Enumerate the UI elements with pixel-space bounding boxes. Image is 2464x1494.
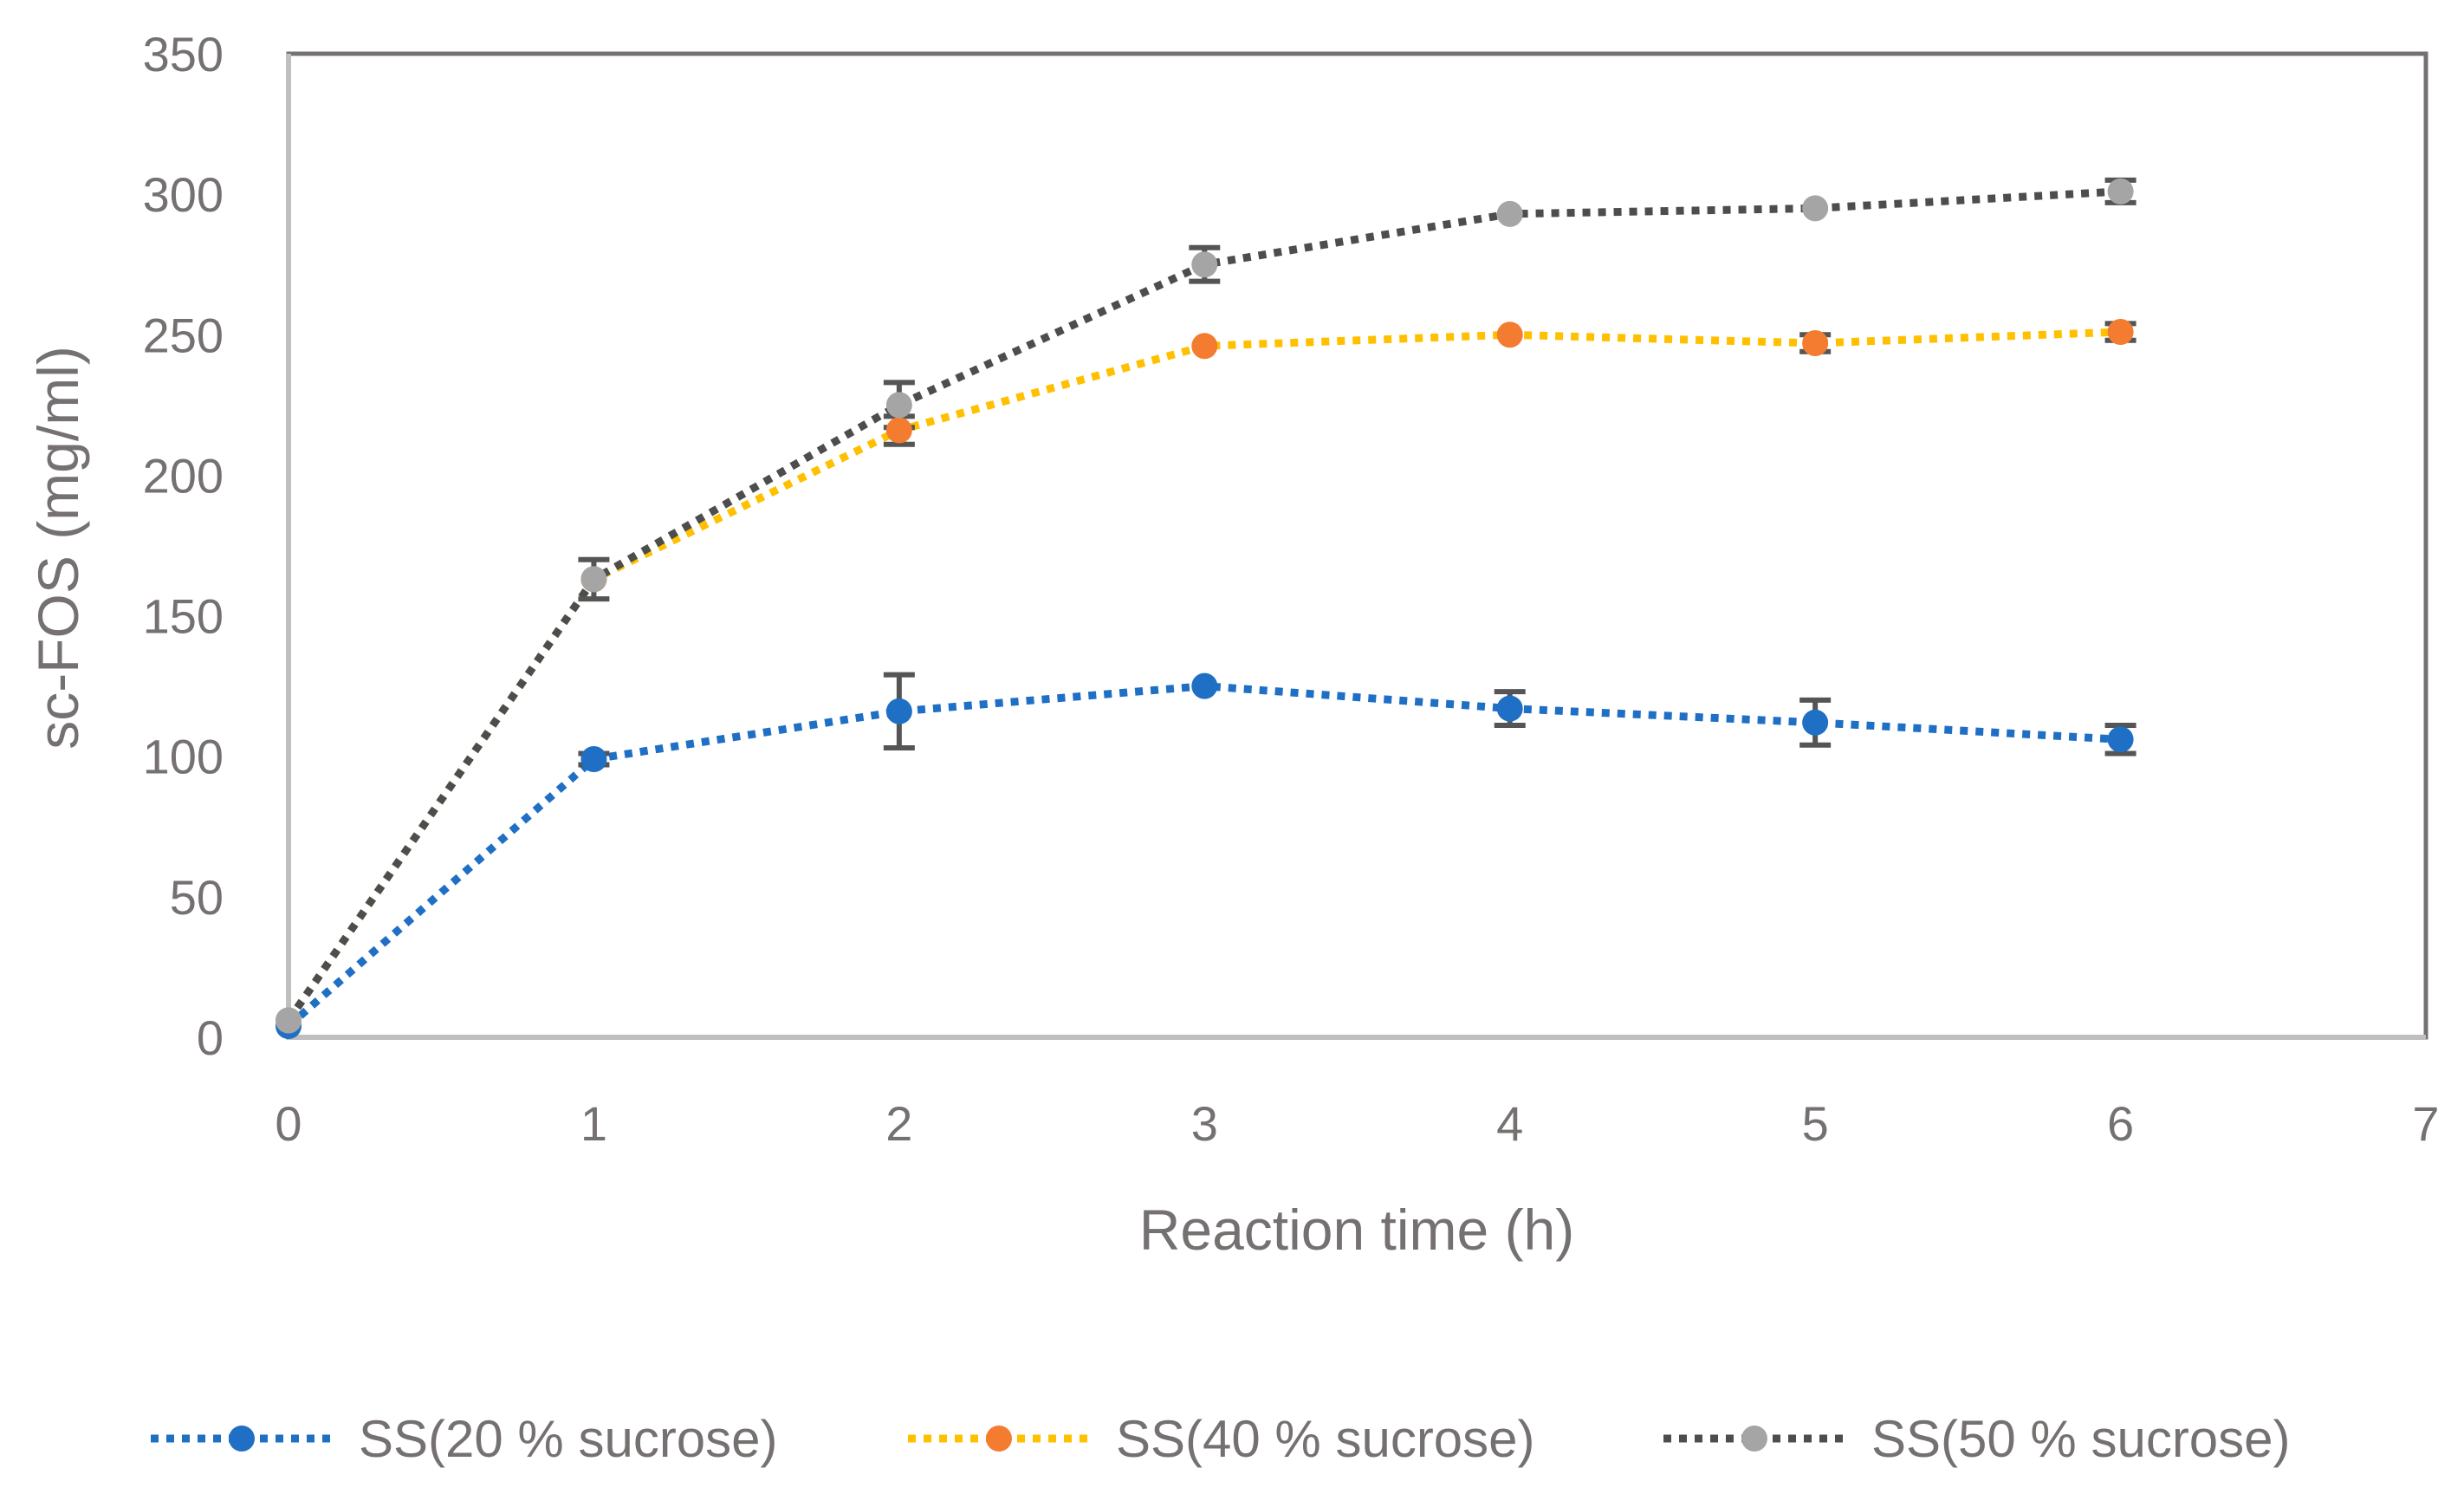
y-tick-labels: 0 50 100 150 200 250 300 350 [143,27,224,1065]
data-point [1496,200,1523,227]
x-tick-label: 5 [1802,1096,1829,1151]
legend-entry: SS(50 % sucrose) [1663,1410,2291,1468]
y-tick-label: 300 [143,167,224,222]
data-point [2107,319,2134,346]
legend-marker [1741,1426,1767,1452]
data-point [1802,709,1829,736]
x-tick-label: 4 [1496,1096,1523,1151]
data-point [580,566,607,593]
y-tick-label: 200 [143,448,224,503]
data-point [1496,322,1523,348]
legend-entry: SS(20 % sucrose) [151,1410,778,1468]
data-point [1802,195,1829,222]
plot-area [286,51,2428,1040]
x-tick-label: 2 [885,1096,912,1151]
x-tick-label: 6 [2107,1096,2134,1151]
x-tick-label: 0 [275,1096,302,1151]
legend: SS(20 % sucrose) SS(40 % sucrose) SS(50 % … [151,1410,2291,1468]
x-tick-label: 1 [580,1096,607,1151]
y-tick-label: 250 [143,308,224,362]
legend-marker [986,1426,1012,1452]
data-point [1496,695,1523,722]
y-tick-label: 150 [143,589,224,644]
data-point [885,392,912,419]
data-point [1802,330,1829,357]
y-tick-label: 50 [170,870,224,925]
x-axis-title: Reaction time (h) [1139,1198,1575,1262]
data-point [580,745,607,772]
data-point [2107,178,2134,205]
x-tick-label: 3 [1191,1096,1218,1151]
legend-label: SS(40 % sucrose) [1116,1410,1535,1468]
data-point [885,417,912,444]
data-point [2107,726,2134,753]
data-point [1191,672,1218,699]
data-point [1191,251,1218,278]
x-tick-labels: 0 1 2 3 4 5 6 7 [275,1096,2439,1151]
legend-label: SS(20 % sucrose) [359,1410,778,1468]
data-point [1191,333,1218,360]
legend-entry: SS(40 % sucrose) [908,1410,1535,1468]
y-axis-title: sc-FOS (mg/ml) [26,346,90,750]
y-tick-label: 100 [143,730,224,784]
markers [276,178,2134,1040]
legend-marker [229,1426,255,1452]
y-tick-label: 0 [197,1010,224,1065]
data-point [885,698,912,724]
x-tick-label: 7 [2412,1096,2439,1151]
y-tick-label: 350 [143,27,224,81]
data-point [276,1007,302,1034]
legend-label: SS(50 % sucrose) [1871,1410,2291,1468]
